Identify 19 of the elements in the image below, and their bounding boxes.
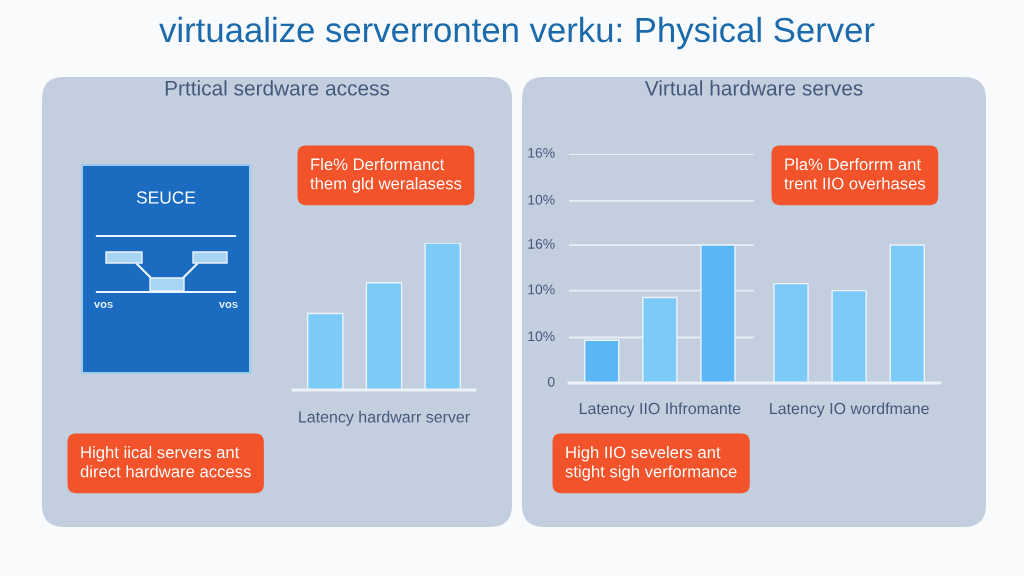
text: 10% [528,331,555,342]
text: 0 [547,376,555,387]
text: Hight iical servers ant direct hardware access [80,446,251,478]
text: 16% [528,147,555,158]
text: vos [94,301,113,308]
text: vos [218,301,238,308]
text: 10% [528,284,555,295]
text: Virtual hardware serves [644,80,863,96]
text: 10% [528,194,555,205]
chart-title: Pla% Derforrm ant trent IIO overhases [784,158,926,190]
text: virtuaalize serverronten verku: Physical Server [159,16,875,50]
x-axis-title: Latency hardwarr server [299,410,470,426]
text: 16% [528,238,555,249]
chart-title: Fle% Derformanct them gld weralasess [310,158,462,193]
x-tick-label: Latency IO wordfmane [770,402,929,418]
text: SEUCE [136,191,196,204]
x-tick-label: Latency IIO Ihfromante [579,402,741,418]
text: High IIO sevelers ant stight sigh verformance [565,446,737,481]
text: Prttical serdware access [165,80,390,96]
